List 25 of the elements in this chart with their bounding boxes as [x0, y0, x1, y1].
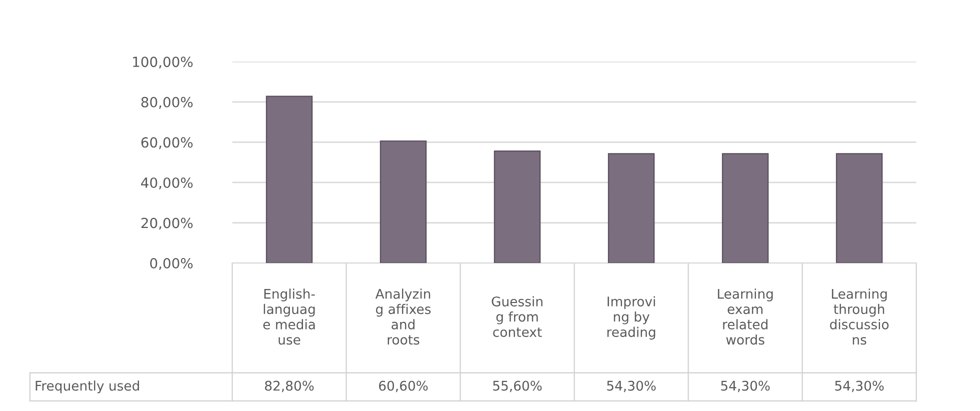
bar: [380, 140, 427, 264]
y-tick-label: 20,00%: [141, 218, 193, 230]
y-tick-label: 100,00%: [133, 56, 193, 69]
data-label: 55,60%: [493, 380, 542, 392]
data-label: 82,80%: [265, 380, 314, 392]
x-tick-label: Improvi ng by reading: [607, 296, 656, 340]
x-tick-label: English- languag e media use: [263, 288, 315, 345]
x-tick-label: Guessin g from context: [492, 296, 542, 338]
y-tick-label: 0,00%: [150, 258, 193, 270]
x-tick-label: Analyzin g affixes and roots: [375, 288, 431, 345]
data-label: 60,60%: [379, 380, 428, 392]
data-label: 54,30%: [721, 380, 770, 392]
y-tick-label: 40,00%: [141, 177, 193, 190]
y-tick-label: 60,00%: [141, 137, 193, 150]
y-tick-label: 80,00%: [141, 96, 193, 109]
bar: [266, 96, 313, 264]
data-label: 54,30%: [835, 380, 884, 392]
bar: [722, 153, 769, 264]
text: Frequently used: [36, 380, 139, 394]
bar: [494, 150, 541, 264]
x-tick-label: Learning exam related words: [718, 288, 773, 345]
data-label: 54,30%: [607, 380, 656, 392]
bar: [836, 153, 883, 264]
bar: [608, 153, 655, 264]
x-tick-label: Learning through discussio ns: [830, 288, 889, 345]
